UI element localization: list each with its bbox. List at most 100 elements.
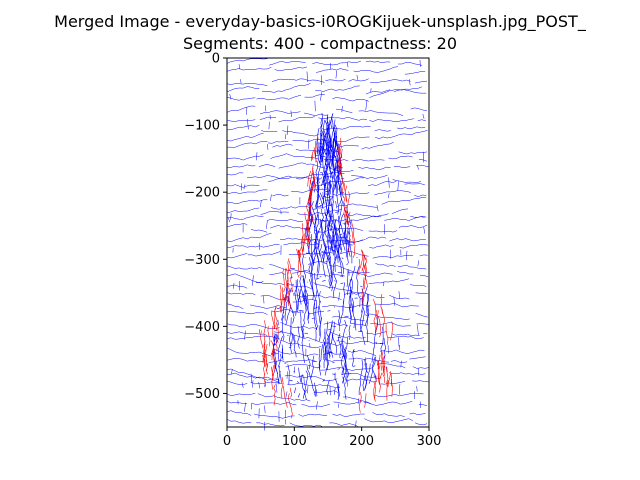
boundary-stroke xyxy=(315,401,318,410)
boundary-stroke xyxy=(374,303,419,308)
highlight-stroke xyxy=(297,249,301,264)
boundary-stroke xyxy=(331,156,334,158)
boundary-stroke xyxy=(336,203,378,208)
boundary-stroke xyxy=(320,163,322,166)
highlight-stroke xyxy=(273,384,276,406)
boundary-stroke xyxy=(226,207,260,214)
boundary-stroke xyxy=(226,284,248,289)
highlight-stroke xyxy=(337,151,341,171)
highlight-stroke xyxy=(286,280,290,307)
highlight-stroke xyxy=(286,288,289,304)
highlight-stroke xyxy=(342,181,344,194)
boundary-stroke xyxy=(226,132,264,142)
boundary-stroke xyxy=(337,136,370,143)
highlight-stroke xyxy=(345,212,350,230)
boundary-stroke xyxy=(380,380,406,385)
boundary-stroke xyxy=(260,211,289,215)
boundary-stroke xyxy=(372,412,405,417)
boundary-stroke xyxy=(336,108,353,113)
boundary-stroke xyxy=(310,234,314,277)
boundary-stroke xyxy=(284,362,287,364)
boundary-stroke xyxy=(364,357,367,366)
boundary-stroke xyxy=(226,223,248,228)
highlight-stroke xyxy=(279,287,284,313)
boundary-stroke xyxy=(346,62,349,68)
boundary-stroke xyxy=(368,181,397,187)
boundary-stroke xyxy=(336,193,340,215)
boundary-stroke xyxy=(322,354,325,360)
boundary-stroke xyxy=(250,229,268,233)
boundary-stroke xyxy=(373,375,377,378)
boundary-stroke xyxy=(326,163,330,166)
boundary-stroke xyxy=(320,92,322,101)
boundary-stroke xyxy=(302,370,309,399)
boundary-stroke xyxy=(414,194,427,197)
boundary-stroke xyxy=(338,166,343,169)
boundary-stroke xyxy=(320,146,324,148)
boundary-stroke xyxy=(270,153,319,160)
boundary-stroke xyxy=(360,288,365,332)
axis-ticks: 0 100 200 300 0 −100 −200 −300 −400 −500 xyxy=(184,52,441,450)
boundary-stroke xyxy=(348,244,353,246)
boundary-stroke xyxy=(226,410,252,416)
boundary-stroke xyxy=(331,225,337,260)
boundary-stroke xyxy=(226,141,268,148)
highlight-stroke xyxy=(373,374,377,402)
boundary-stroke xyxy=(358,110,404,116)
highlight-stroke xyxy=(358,392,362,413)
boundary-stroke xyxy=(388,193,390,199)
boundary-stroke xyxy=(416,386,418,392)
boundary-stroke xyxy=(356,74,358,80)
highlight-stroke xyxy=(265,343,268,367)
boundary-stroke xyxy=(315,160,320,184)
highlight-stroke xyxy=(380,351,384,371)
boundary-stroke xyxy=(272,194,289,197)
boundary-stroke xyxy=(292,332,297,358)
boundary-stroke xyxy=(285,364,318,369)
boundary-stroke xyxy=(309,279,314,300)
boundary-stroke xyxy=(264,405,266,413)
boundary-stroke xyxy=(278,162,324,169)
boundary-stroke xyxy=(371,316,379,363)
boundary-stroke xyxy=(379,349,425,354)
boundary-stroke xyxy=(348,307,353,324)
boundary-stroke xyxy=(278,335,283,362)
boundary-stroke xyxy=(370,321,411,327)
boundary-stroke xyxy=(321,142,325,163)
highlight-stroke xyxy=(263,320,266,343)
boundary-stroke xyxy=(315,190,319,208)
boundary-stroke xyxy=(391,208,409,214)
boundary-stroke xyxy=(308,263,311,265)
boundary-stroke xyxy=(332,315,365,321)
boundary-stroke xyxy=(321,219,327,259)
boundary-stroke xyxy=(226,154,264,161)
boundary-stroke xyxy=(301,328,305,364)
boundary-stroke xyxy=(368,278,410,284)
boundary-stroke xyxy=(338,187,343,221)
boundary-stroke xyxy=(418,404,427,406)
boundary-stroke xyxy=(306,252,311,255)
boundary-stroke xyxy=(316,252,320,280)
boundary-stroke xyxy=(285,133,287,140)
boundary-stroke xyxy=(288,346,292,349)
boundary-stroke xyxy=(289,422,323,427)
boundary-stroke xyxy=(325,172,331,207)
boundary-stroke xyxy=(315,154,320,157)
boundary-stroke xyxy=(323,379,325,381)
boundary-stroke xyxy=(226,400,248,405)
boundary-stroke xyxy=(316,366,320,369)
boundary-stroke xyxy=(255,281,285,286)
boundary-stroke xyxy=(226,164,256,169)
boundary-stroke xyxy=(364,418,413,423)
boundary-stroke xyxy=(327,213,332,245)
boundary-stroke xyxy=(318,344,323,376)
boundary-stroke xyxy=(360,285,363,288)
boundary-stroke xyxy=(271,78,325,83)
boundary-stroke xyxy=(358,359,364,396)
axes-frame xyxy=(226,57,430,428)
boundary-stroke xyxy=(303,253,305,256)
boundary-stroke xyxy=(247,175,292,180)
boundary-stroke xyxy=(233,282,235,289)
boundary-stroke xyxy=(250,373,252,384)
boundary-stroke xyxy=(375,130,428,139)
